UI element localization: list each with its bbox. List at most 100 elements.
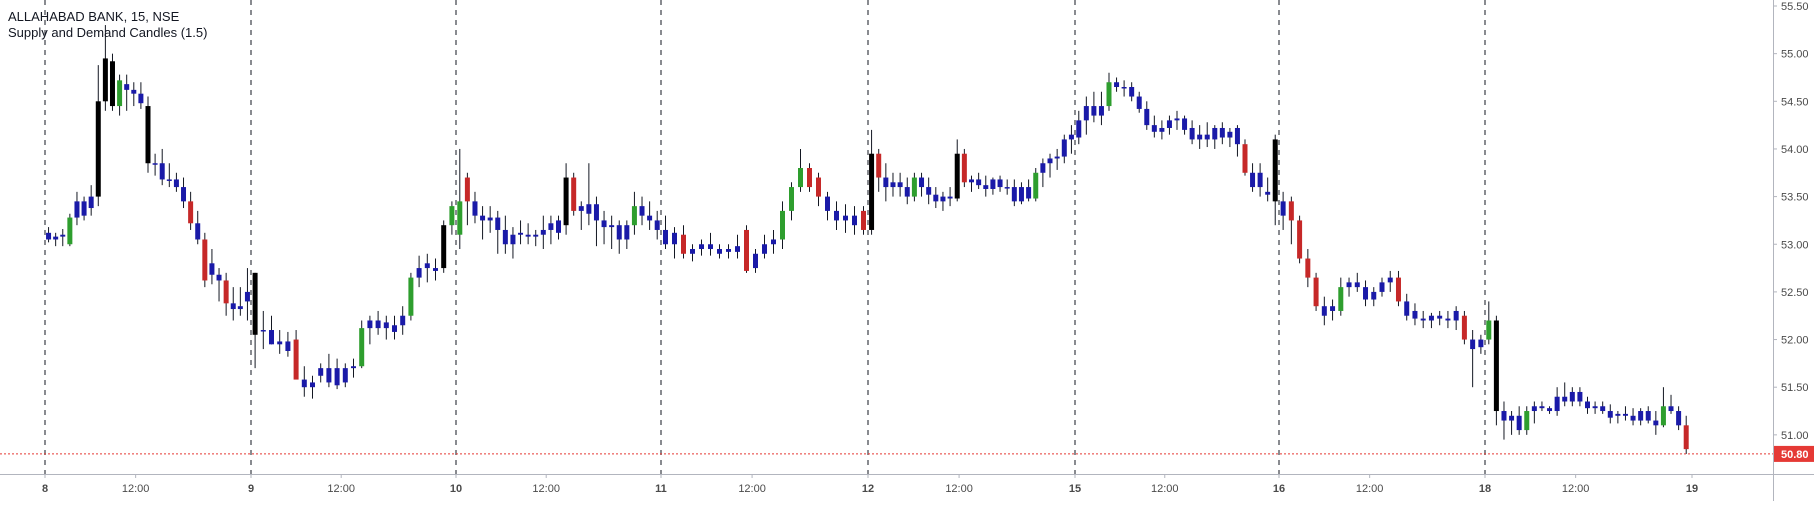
candle[interactable] [1136,91,1142,113]
candle[interactable] [735,234,740,259]
candle[interactable] [1197,125,1203,149]
candle[interactable] [1076,110,1082,145]
candle[interactable] [1011,179,1017,207]
candle[interactable] [1577,387,1583,407]
candle-body[interactable] [780,210,785,240]
candle-body[interactable] [690,249,695,254]
candle-body[interactable] [433,268,438,271]
candle[interactable] [654,210,660,240]
candle-body[interactable] [1363,287,1369,300]
candle-body[interactable] [1159,127,1165,132]
candle[interactable] [1412,303,1418,326]
candle-body[interactable] [1615,413,1621,416]
candle-body[interactable] [81,201,87,216]
candle-body[interactable] [138,93,144,104]
candle[interactable] [1234,125,1240,157]
candle[interactable] [1004,179,1010,195]
candle-body[interactable] [1338,287,1344,311]
candle-body[interactable] [571,177,577,211]
candle-body[interactable] [990,179,996,189]
candle[interactable] [457,148,463,250]
candle[interactable] [1531,401,1537,424]
candle[interactable] [1562,382,1568,407]
candle[interactable] [926,177,932,205]
candle[interactable] [1219,122,1225,145]
candle-body[interactable] [400,315,406,326]
candle[interactable] [990,177,996,195]
candle[interactable] [1321,296,1327,326]
candle[interactable] [472,191,478,224]
candle-body[interactable] [159,163,165,180]
candle-body[interactable] [1129,87,1135,97]
candle-body[interactable] [631,206,637,226]
candle[interactable] [202,232,208,288]
candle-body[interactable] [708,244,713,250]
candle-body[interactable] [976,179,982,186]
candle-body[interactable] [252,272,258,335]
candle-body[interactable] [1607,411,1613,418]
candle[interactable] [1395,270,1401,307]
candle-body[interactable] [1437,315,1443,319]
candle[interactable] [173,172,179,192]
candle[interactable] [548,215,554,245]
candle-body[interactable] [1539,406,1545,409]
candle[interactable] [708,232,713,256]
candle[interactable] [717,244,722,259]
candle-body[interactable] [1516,415,1522,431]
candle-body[interactable] [441,225,447,269]
candle-body[interactable] [216,274,222,281]
candle[interactable] [1151,115,1157,138]
candle-body[interactable] [1204,134,1210,140]
plot-area[interactable] [0,0,1773,474]
candle[interactable] [969,175,974,192]
candle[interactable] [88,185,94,216]
candle[interactable] [1227,127,1233,148]
candle-body[interactable] [1630,415,1636,421]
candle[interactable] [726,244,731,259]
candle[interactable] [631,191,637,235]
candle[interactable] [1026,179,1032,202]
candle[interactable] [95,65,101,207]
candle-body[interactable] [735,246,740,252]
candle[interactable] [624,220,630,250]
candle-body[interactable] [117,80,123,107]
candle-body[interactable] [789,187,794,211]
candle[interactable] [400,306,406,335]
candle[interactable] [762,234,767,259]
candle[interactable] [563,163,569,235]
candle[interactable] [1615,411,1621,424]
candle[interactable] [424,253,430,283]
candle[interactable] [1437,310,1443,326]
candle[interactable] [1159,120,1165,140]
candle-body[interactable] [1219,127,1225,138]
candle-body[interactable] [310,382,315,388]
candle-body[interactable] [510,234,516,245]
candle-body[interactable] [663,229,668,245]
candle[interactable] [195,210,201,245]
candle-body[interactable] [1622,413,1628,416]
candle-body[interactable] [1288,201,1294,221]
candle[interactable] [359,320,365,369]
candle[interactable] [416,255,422,288]
candle[interactable] [904,177,910,205]
candle[interactable] [1509,411,1515,435]
candle-body[interactable] [1114,82,1120,88]
candle-body[interactable] [904,187,910,197]
candle-body[interactable] [367,320,373,329]
candle-body[interactable] [1395,277,1401,302]
candle-body[interactable] [1592,406,1598,409]
candle-body[interactable] [244,291,250,302]
candle[interactable] [510,227,516,259]
candle[interactable] [131,82,137,107]
candle[interactable] [883,163,889,202]
candle[interactable] [1018,182,1024,205]
candle[interactable] [138,82,144,109]
candle[interactable] [1645,406,1651,424]
candle[interactable] [1040,158,1046,188]
candle[interactable] [780,201,785,250]
candle[interactable] [1371,287,1377,307]
candle-body[interactable] [181,187,187,202]
candle-body[interactable] [1061,139,1067,157]
candle-body[interactable] [1054,156,1060,159]
